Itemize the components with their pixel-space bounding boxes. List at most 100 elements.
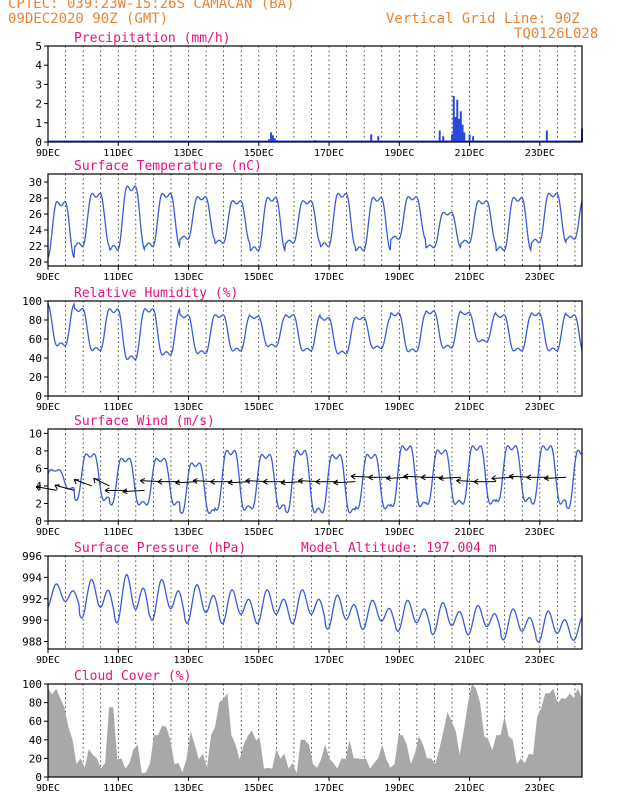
pressure-x-tick-label: 11DEC: [103, 655, 133, 666]
wind-vector-arrow: [228, 481, 251, 484]
humidity-x-tick-label: 9DEC: [36, 402, 60, 413]
wind-vector-arrow: [280, 481, 303, 484]
temperature-y-tick-label: 22: [29, 240, 42, 253]
humidity-y-tick-label: 40: [29, 352, 42, 365]
pressure-x-tick-label: 15DEC: [244, 655, 274, 666]
cloud-x-tick-label: 17DEC: [314, 783, 344, 794]
pressure-x-tick-label: 13DEC: [173, 655, 203, 666]
header-run-date: 09DEC2020 90Z (GMT): [8, 11, 169, 27]
wind-x-tick-label: 19DEC: [384, 527, 414, 538]
humidity-y-tick-label: 0: [35, 390, 42, 403]
precipitation-bar: [463, 132, 466, 142]
wind-vector-head: [157, 478, 163, 485]
precipitation-bar: [456, 99, 459, 142]
wind-vector-head: [315, 478, 321, 485]
wind-y-tick-label: 6: [35, 462, 42, 475]
wind-vector-head: [508, 473, 514, 480]
wind-vector-head: [192, 477, 198, 484]
precipitation-x-tick-label: 9DEC: [36, 148, 60, 159]
wind-vector-head: [104, 487, 110, 494]
wind-vector-head: [526, 474, 532, 481]
wind-vector-head: [262, 478, 268, 485]
pressure-x-tick-label: 19DEC: [384, 655, 414, 666]
humidity-y-tick-label: 80: [29, 314, 42, 327]
wind-vector-head: [175, 479, 181, 486]
wind-y-tick-label: 8: [35, 445, 42, 458]
humidity-x-tick-label: 19DEC: [384, 402, 414, 413]
pressure-y-tick-label: 996: [22, 550, 42, 563]
precipitation-bar: [461, 124, 464, 142]
wind-vector-head: [473, 478, 479, 485]
pressure-y-tick-label: 994: [22, 571, 42, 584]
wind-vector-arrow: [122, 489, 145, 493]
temperature-x-tick-label: 23DEC: [525, 272, 555, 283]
wind-vector-head: [438, 475, 444, 482]
wind-vector-head: [385, 475, 392, 482]
wind-vector-head: [93, 477, 99, 484]
panel-frame: [47, 428, 583, 522]
wind-vector-head: [491, 475, 497, 482]
precipitation-y-tick-label: 4: [35, 59, 42, 72]
precipitation-bar: [275, 140, 278, 142]
panel-frame: [47, 300, 583, 397]
wind-y-tick-label: 2: [35, 497, 42, 510]
cloud-y-tick-label: 60: [29, 715, 42, 728]
wind-vector-arrow: [175, 481, 198, 484]
temperature-x-tick-label: 21DEC: [455, 272, 485, 283]
pressure-x-tick-label: 21DEC: [455, 655, 485, 666]
temperature-series-line: [47, 185, 583, 259]
precipitation-bar: [454, 117, 457, 142]
wind-vector-arrow: [73, 479, 93, 487]
wind-vector-head: [35, 485, 42, 491]
precipitation-bar: [452, 95, 455, 142]
precipitation-y-tick-label: 1: [35, 117, 42, 130]
precipitation-bar: [442, 136, 445, 142]
cloud-y-tick-label: 20: [29, 752, 42, 765]
precipitation-x-tick-label: 13DEC: [173, 148, 203, 159]
temperature-x-tick-label: 11DEC: [103, 272, 133, 283]
precipitation-x-tick-label: 23DEC: [525, 148, 555, 159]
precipitation-bar: [273, 138, 276, 142]
wind-vector-arrow: [93, 477, 110, 487]
precipitation-bar: [438, 130, 441, 142]
pressure-series-line: [47, 573, 583, 643]
cloud-x-tick-label: 23DEC: [525, 783, 555, 794]
temperature-x-tick-label: 9DEC: [36, 272, 60, 283]
header-station: CPTEC: 039:23W-15:26S CAMACAN (BA): [8, 0, 295, 12]
precipitation-bar: [314, 140, 316, 142]
wind-vector-arrow: [333, 481, 356, 484]
humidity-series-line: [47, 302, 583, 361]
humidity-x-tick-label: 15DEC: [244, 402, 274, 413]
precipitation-bar: [545, 130, 548, 142]
wind-x-tick-label: 17DEC: [314, 527, 344, 538]
temperature-x-tick-label: 17DEC: [314, 272, 344, 283]
wind-vector-head: [403, 473, 409, 480]
precipitation-bar: [451, 134, 454, 142]
wind-vector-arrow: [386, 476, 409, 480]
temperature-y-tick-label: 24: [29, 224, 43, 237]
temperature-x-tick-label: 15DEC: [244, 272, 274, 283]
pressure-x-tick-label: 17DEC: [314, 655, 344, 666]
wind-x-tick-label: 9DEC: [36, 527, 60, 538]
cloud-y-tick-label: 100: [22, 678, 42, 691]
wind-vector-head: [544, 475, 550, 482]
wind-x-tick-label: 13DEC: [173, 527, 203, 538]
precipitation-x-tick-label: 11DEC: [103, 148, 133, 159]
precipitation-bar: [377, 136, 380, 142]
wind-x-tick-label: 15DEC: [244, 527, 274, 538]
humidity-title: Relative Humidity (%): [74, 286, 238, 301]
precipitation-bar: [271, 135, 274, 142]
temperature-x-tick-label: 13DEC: [173, 272, 203, 283]
wind-vector-arrow: [491, 476, 514, 480]
wind-vector-head: [227, 479, 233, 486]
humidity-y-tick-label: 20: [29, 371, 42, 384]
panel-frame: [47, 555, 583, 650]
precipitation-title: Precipitation (mm/h): [74, 31, 231, 46]
humidity-x-tick-label: 23DEC: [525, 402, 555, 413]
humidity-x-tick-label: 21DEC: [455, 402, 485, 413]
humidity-x-tick-label: 13DEC: [173, 402, 203, 413]
pressure-x-tick-label: 9DEC: [36, 655, 60, 666]
precipitation-x-tick-label: 17DEC: [314, 148, 344, 159]
panel-frame: [47, 683, 583, 778]
